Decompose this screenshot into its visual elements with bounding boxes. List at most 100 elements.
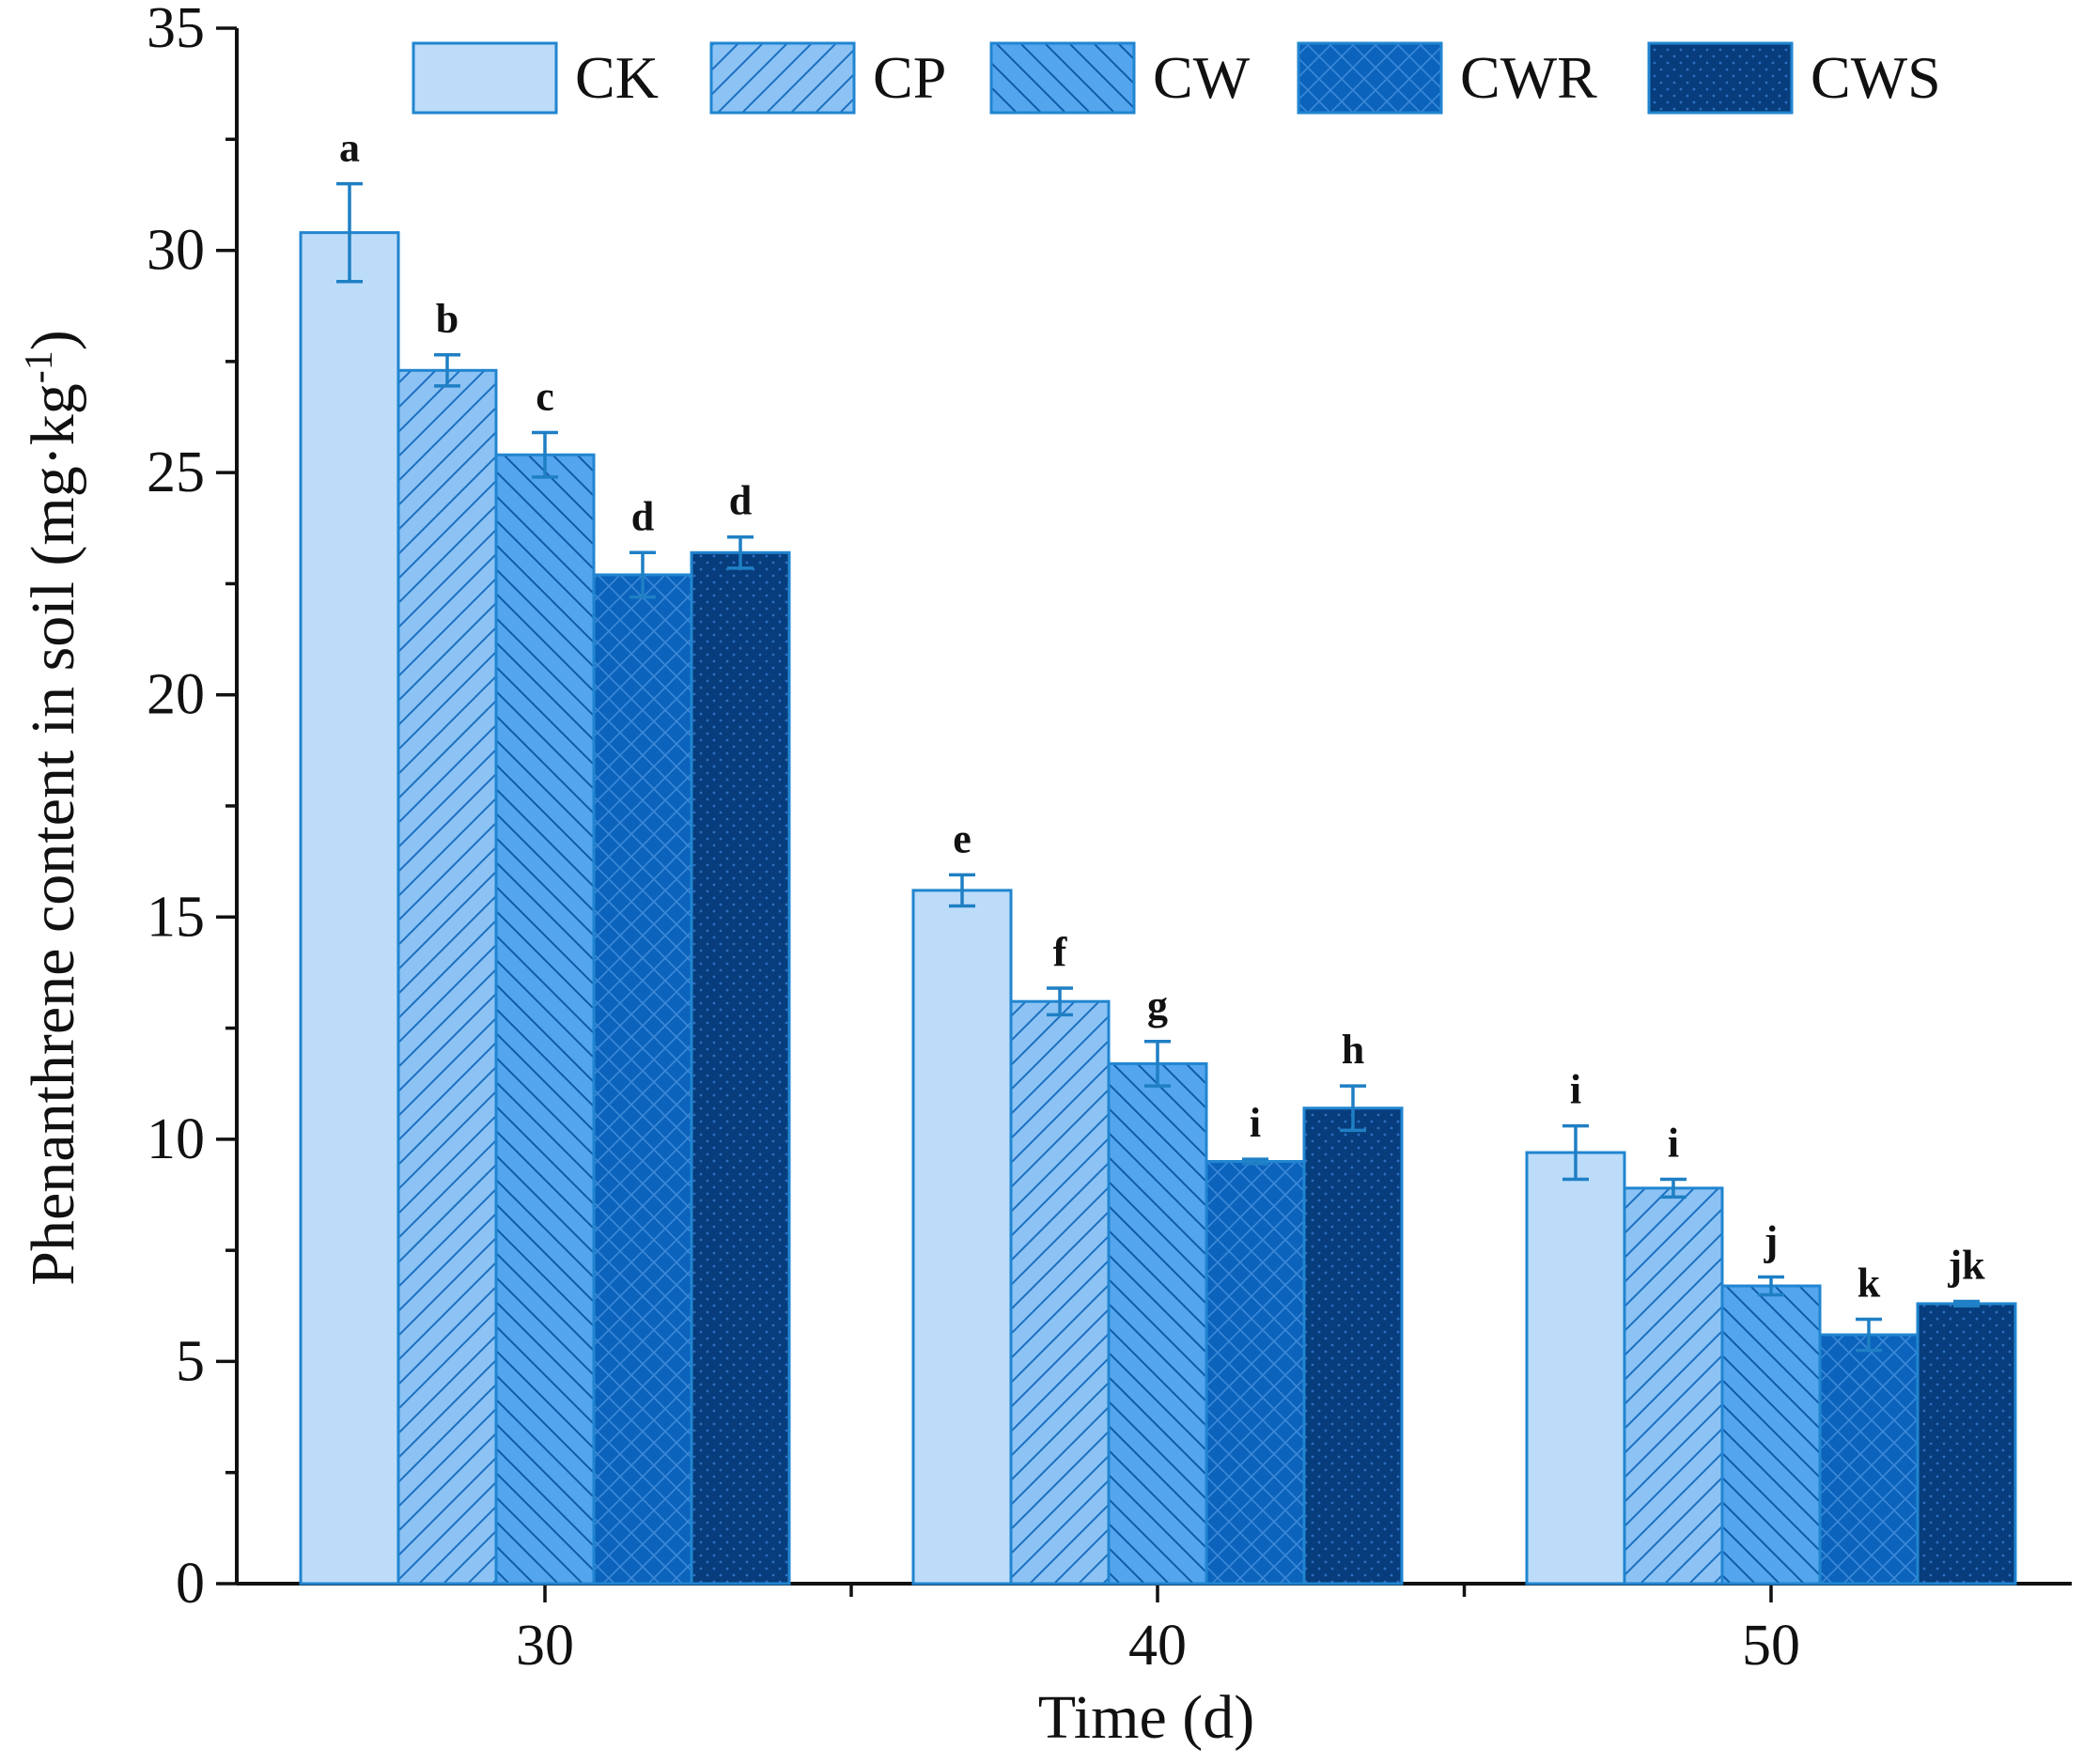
significance-letter: i bbox=[1250, 1100, 1261, 1146]
y-axis-title-superscript: -1 bbox=[18, 350, 61, 383]
significance-letter: e bbox=[953, 815, 972, 861]
bar-ck-30 bbox=[299, 231, 400, 1586]
bar-fill bbox=[913, 890, 1011, 1584]
error-bar bbox=[434, 353, 460, 388]
significance-letter: d bbox=[631, 493, 654, 539]
significance-letter: k bbox=[1858, 1260, 1881, 1306]
bar-fill bbox=[1527, 1153, 1624, 1584]
significance-letter: c bbox=[536, 374, 554, 420]
bar-pattern bbox=[1918, 1303, 2015, 1584]
bar-pattern bbox=[1820, 1335, 1918, 1584]
legend-label: CK bbox=[575, 44, 659, 111]
bar-fill bbox=[301, 232, 398, 1584]
bar-ck-40 bbox=[911, 889, 1013, 1586]
bar-cwr-30 bbox=[592, 573, 693, 1586]
significance-letter: i bbox=[1570, 1067, 1581, 1113]
legend-label: CP bbox=[873, 44, 946, 111]
legend-entry-cws: CWS bbox=[1647, 41, 1941, 115]
legend-label: CWS bbox=[1811, 44, 1941, 111]
y-axis-title-close: ) bbox=[19, 330, 87, 350]
error-bar bbox=[1562, 1123, 1589, 1182]
legend-label: CWR bbox=[1460, 44, 1597, 111]
significance-letter: jk bbox=[1947, 1243, 1985, 1289]
legend-entry-cwr: CWR bbox=[1297, 41, 1597, 115]
bar-pattern bbox=[1304, 1107, 1402, 1584]
y-tick-label: 25 bbox=[147, 441, 205, 504]
bar-cw-40 bbox=[1107, 1061, 1208, 1586]
significance-letter: f bbox=[1053, 929, 1068, 975]
y-axis-title-main: Phenanthrene content in soil (mg·kg bbox=[19, 383, 87, 1285]
significance-letter: i bbox=[1668, 1120, 1679, 1166]
error-bar bbox=[1758, 1275, 1784, 1297]
legend-swatch-pattern bbox=[1649, 43, 1792, 113]
bar-cws-50 bbox=[1916, 1302, 2017, 1586]
significance-letter: h bbox=[1342, 1027, 1364, 1073]
x-tick-label: 40 bbox=[1128, 1614, 1187, 1678]
x-axis-ticks: 30 40 50 bbox=[516, 1584, 1800, 1678]
error-bar bbox=[630, 550, 656, 599]
significance-letter: a bbox=[339, 125, 360, 171]
bar-cwr-50 bbox=[1818, 1333, 1920, 1586]
bar-cp-40 bbox=[1009, 999, 1111, 1586]
x-axis-title: Time (d) bbox=[1038, 1683, 1254, 1752]
legend-swatch-pattern bbox=[711, 43, 854, 113]
bar-pattern bbox=[1722, 1285, 1820, 1584]
legend-swatch-pattern bbox=[1298, 43, 1441, 113]
y-tick-label: 5 bbox=[176, 1329, 205, 1393]
legend-swatch-outline bbox=[412, 41, 558, 115]
bar-pattern bbox=[1109, 1063, 1206, 1584]
bar-pattern bbox=[1624, 1187, 1722, 1584]
significance-letter: g bbox=[1147, 983, 1168, 1029]
bar-cws-40 bbox=[1302, 1106, 1404, 1586]
y-tick-label: 20 bbox=[147, 663, 205, 727]
legend-swatch-outline bbox=[989, 41, 1136, 115]
bar-cw-50 bbox=[1720, 1284, 1822, 1586]
significance-letter: j bbox=[1764, 1218, 1779, 1264]
error-bar bbox=[1047, 986, 1073, 1017]
significance-letter: b bbox=[436, 296, 459, 342]
bar-pattern bbox=[1206, 1161, 1304, 1584]
significance-letter-group: a e i b f i c g j d i k d h jk bbox=[339, 125, 1985, 1307]
bar-cwr-40 bbox=[1205, 1160, 1306, 1586]
bar-cp-30 bbox=[396, 368, 498, 1586]
error-bar bbox=[1856, 1317, 1882, 1353]
bar-series-group bbox=[299, 231, 2017, 1586]
y-tick-label: 10 bbox=[147, 1107, 205, 1171]
legend-swatch-outline bbox=[709, 41, 856, 115]
significance-letter: d bbox=[729, 478, 752, 524]
bar-ck-50 bbox=[1525, 1151, 1626, 1586]
x-tick-label: 50 bbox=[1742, 1614, 1800, 1678]
legend-entry-cp: CP bbox=[709, 41, 946, 115]
bar-pattern bbox=[692, 552, 789, 1584]
y-tick-label: 35 bbox=[147, 0, 205, 60]
error-bar bbox=[1660, 1177, 1687, 1199]
bar-cws-30 bbox=[690, 550, 791, 1586]
bar-pattern bbox=[594, 574, 692, 1584]
error-bar bbox=[727, 534, 754, 570]
legend-entry-cw: CW bbox=[989, 41, 1251, 115]
error-bar bbox=[532, 430, 558, 479]
error-bar bbox=[1144, 1040, 1171, 1088]
bar-cp-50 bbox=[1623, 1186, 1724, 1586]
legend-entry-ck: CK bbox=[412, 41, 659, 115]
error-bar bbox=[1953, 1299, 1980, 1308]
error-bar bbox=[1340, 1084, 1366, 1133]
y-tick-label: 0 bbox=[176, 1552, 205, 1616]
legend-swatch-pattern bbox=[991, 43, 1134, 113]
y-tick-label: 15 bbox=[147, 885, 205, 949]
y-axis-ticks: 0 5 10 15 20 25 30 35 bbox=[147, 0, 237, 1616]
error-bar bbox=[336, 181, 363, 284]
bar-cw-30 bbox=[494, 453, 596, 1586]
bar-pattern bbox=[1011, 1001, 1109, 1584]
legend-label: CW bbox=[1153, 44, 1251, 111]
legend-swatch-fill bbox=[413, 43, 556, 113]
x-tick-label: 30 bbox=[516, 1614, 574, 1678]
legend-swatch-outline bbox=[1647, 41, 1794, 115]
y-axis-title: Phenanthrene content in soil (mg·kg-1) bbox=[18, 330, 87, 1285]
y-tick-label: 30 bbox=[147, 219, 205, 283]
error-bar-group bbox=[336, 181, 1980, 1353]
legend: CK CP CW CWR CWS bbox=[412, 41, 1941, 115]
legend-swatch-outline bbox=[1297, 41, 1443, 115]
bar-pattern bbox=[398, 370, 496, 1584]
